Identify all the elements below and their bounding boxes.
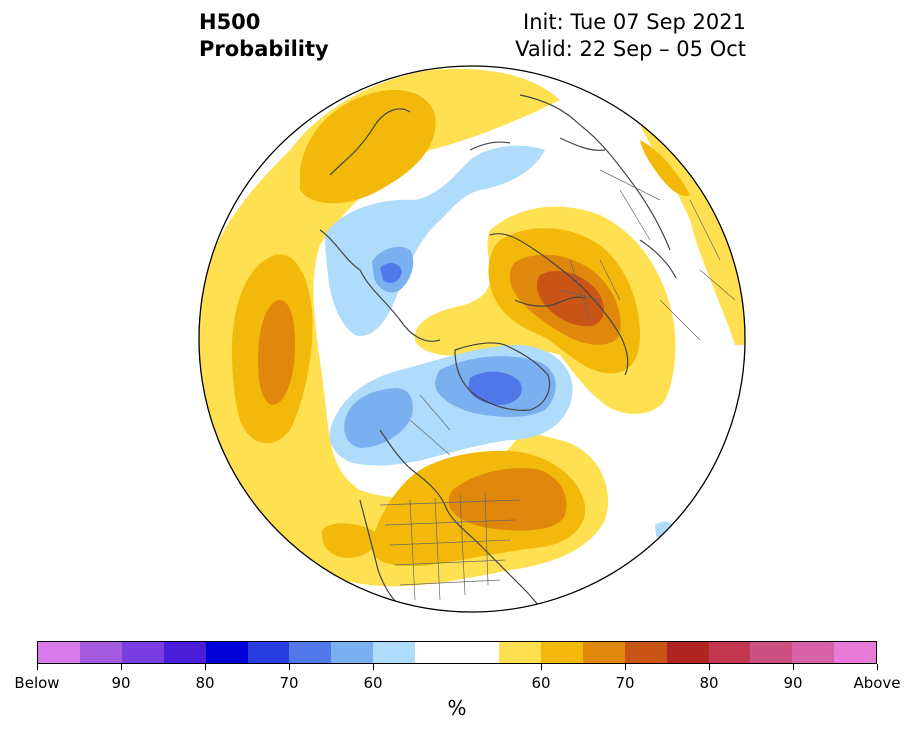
colorbar-tick-label: 70 <box>615 674 635 692</box>
map-title-right: Init: Tue 07 Sep 2021 Valid: 22 Sep – 05… <box>515 9 746 63</box>
colorbar-swatch <box>247 642 290 663</box>
colorbar-tick <box>540 664 542 670</box>
colorbar-swatch <box>540 642 583 663</box>
colorbar-swatch <box>457 642 499 663</box>
colorbar-tick <box>372 664 374 670</box>
colorbar-tick-label: 90 <box>111 674 131 692</box>
colorbar-swatch <box>79 642 122 663</box>
colorbar-tick-label: 60 <box>363 674 383 692</box>
colorbar-swatch <box>792 642 835 663</box>
title-variable: H500 <box>199 10 261 34</box>
colorbar-swatch <box>289 642 332 663</box>
colorbar-tick-label: 60 <box>531 674 551 692</box>
colorbar-tick <box>876 664 878 670</box>
colorbar-tick <box>792 664 794 670</box>
colorbar-swatch <box>834 642 877 663</box>
colorbar-swatch <box>38 642 80 663</box>
colorbar-tick <box>708 664 710 670</box>
colorbar-tick-label: 80 <box>195 674 215 692</box>
colorbar-swatch <box>163 642 206 663</box>
title-valid-range: Valid: 22 Sep – 05 Oct <box>515 37 746 61</box>
colorbar-ticks <box>36 664 878 672</box>
below-normal-darker-blue-regions <box>380 263 522 405</box>
colorbar-swatch <box>750 642 793 663</box>
colorbar-tick <box>624 664 626 670</box>
colorbar-tick-label: 80 <box>699 674 719 692</box>
title-init-date: Init: Tue 07 Sep 2021 <box>523 10 746 34</box>
colorbar-tick <box>120 664 122 670</box>
map-boundary-circle <box>198 65 746 613</box>
colorbar-swatch <box>498 642 541 663</box>
colorbar-tick-label: Below <box>14 674 60 692</box>
colorbar-swatch <box>582 642 625 663</box>
polar-probability-map <box>198 65 746 613</box>
colorbar-swatch <box>415 642 458 663</box>
colorbar-tick <box>36 664 38 670</box>
colorbar-swatch <box>708 642 751 663</box>
colorbar-tick-label: 70 <box>279 674 299 692</box>
colorbar-unit: % <box>447 696 467 720</box>
colorbar-swatch <box>205 642 248 663</box>
colorbar-tick-label: 90 <box>783 674 803 692</box>
colorbar-swatch <box>624 642 667 663</box>
colorbar-swatch <box>121 642 164 663</box>
title-product: Probability <box>199 37 329 61</box>
colorbar-swatch <box>331 642 374 663</box>
colorbar-tick <box>204 664 206 670</box>
colorbar <box>37 641 877 664</box>
map-title-left: H500 Probability <box>199 9 329 63</box>
political-borders <box>379 169 736 601</box>
colorbar-swatch <box>373 642 416 663</box>
colorbar-tick-label: Above <box>853 674 901 692</box>
colorbar-tick <box>288 664 290 670</box>
colorbar-swatch <box>666 642 709 663</box>
